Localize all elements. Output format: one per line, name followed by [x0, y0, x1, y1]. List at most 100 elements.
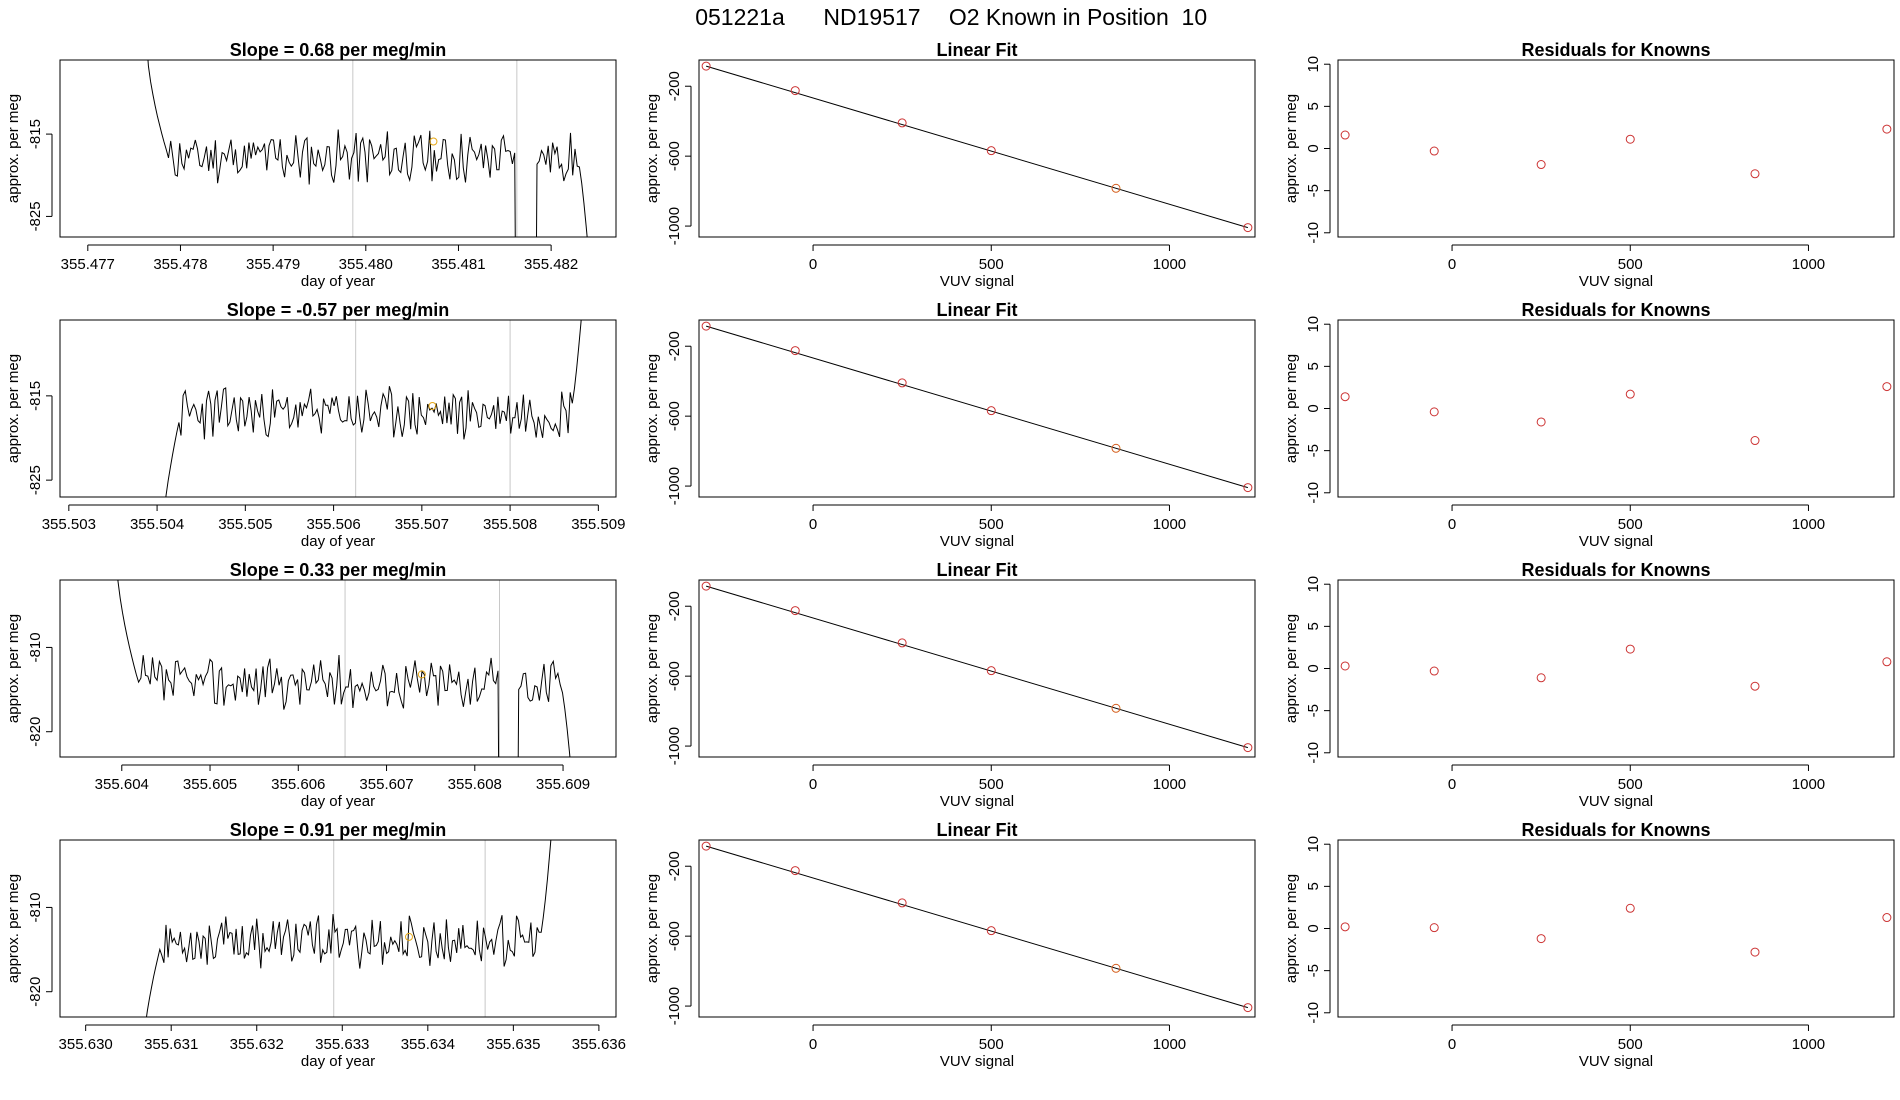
row1-res-x-tick-label: 1000	[1792, 256, 1825, 273]
row4-res-x-tick-label: 1000	[1792, 1036, 1825, 1053]
row4-fit-y-tick-label: -600	[666, 921, 683, 951]
row4-fit-x-tick-label: 1000	[1153, 1036, 1186, 1053]
row2-ts-y-tick-label: -825	[27, 465, 44, 495]
row2-residual-point	[1882, 382, 1892, 392]
row4-linear-fit-frame	[698, 839, 1256, 1018]
row3-time-series-panel: Slope = 0.33 per meg/min 355.604 355.605 35…	[5, 560, 617, 810]
row4-ts-x-tick-label: 355.634	[401, 1036, 455, 1053]
row3-group: Slope = 0.33 per meg/min 355.604 355.605 35…	[5, 560, 1895, 810]
row1-residuals-panel: Residuals for Knowns 0 500 1000 -10 -5 0 5 10 VUV…	[1283, 40, 1895, 290]
row1-ts-x-tick-label: 355.480	[339, 256, 393, 273]
row1-ts-y-tick-label: -815	[27, 119, 44, 149]
row1-highlight-point	[429, 137, 438, 146]
row2-fit-xlabel: VUV signal	[940, 533, 1014, 550]
row4-fit-point	[790, 866, 800, 876]
panels-grid: Slope = 0.68 per meg/min 355.477 355.478 35…	[5, 40, 1895, 1070]
row4-time-series-panel: Slope = 0.91 per meg/min 355.630 355.631 35…	[5, 820, 626, 1070]
row4-res-y-tick-label: -5	[1305, 964, 1322, 977]
row4-time-series-line	[145, 840, 552, 1017]
row1-ts-xlabel: day of year	[301, 273, 375, 290]
row2-fit-point	[986, 406, 996, 416]
row4-linear-fit-title: Linear Fit	[936, 820, 1017, 840]
row4-residual-point	[1882, 913, 1892, 923]
row2-res-y-tick-label: -5	[1305, 444, 1322, 457]
row1-fit-y-tick-label: -600	[666, 141, 683, 171]
row4-fit-ylabel: approx. per meg	[644, 874, 661, 983]
row4-ts-x-tick-label: 355.636	[572, 1036, 626, 1053]
row4-linear-fit-panel: Linear Fit 0 500 1000 -200 -600 -1000 VUV signa…	[644, 820, 1256, 1070]
row2-residual-point	[1625, 389, 1635, 399]
row3-residual-point	[1882, 657, 1892, 667]
row3-res-y-tick-label: 5	[1305, 622, 1322, 630]
row4-fit-point	[1243, 1003, 1253, 1013]
row3-ts-x-tick-label: 355.608	[448, 776, 502, 793]
row2-fit-x-tick-label: 1000	[1153, 516, 1186, 533]
row2-residual-point	[1429, 407, 1439, 417]
row3-res-x-tick-label: 500	[1618, 776, 1643, 793]
row3-ts-ylabel: approx. per meg	[5, 614, 22, 723]
row3-fit-point	[1243, 743, 1253, 753]
row4-fit-point	[701, 841, 711, 851]
row1-ts-y-tick-label: -825	[27, 201, 44, 231]
row2-fit-point	[701, 321, 711, 331]
row1-fit-line	[705, 65, 1249, 229]
row4-fit-xlabel: VUV signal	[940, 1053, 1014, 1070]
row2-slope-title: Slope = -0.57 per meg/min	[227, 300, 450, 320]
row1-residual-point	[1536, 160, 1546, 170]
row4-ts-y-tick-label: -810	[27, 892, 44, 922]
row3-fit-y-tick-label: -200	[666, 591, 683, 621]
row1-fit-x-tick-label: 0	[809, 256, 817, 273]
row2-res-y-tick-label: 0	[1305, 404, 1322, 412]
row3-fit-point	[986, 666, 996, 676]
row1-fit-point	[701, 61, 711, 71]
row4-ts-x-tick-label: 355.633	[315, 1036, 369, 1053]
row4-fit-x-tick-label: 500	[979, 1036, 1004, 1053]
row1-residuals-frame	[1337, 59, 1895, 238]
row3-residuals-frame	[1337, 579, 1895, 758]
row4-ts-x-tick-label: 355.630	[59, 1036, 113, 1053]
row1-ts-ylabel: approx. per meg	[5, 94, 22, 203]
row4-res-y-tick-label: 10	[1305, 836, 1322, 853]
row2-res-xlabel: VUV signal	[1579, 533, 1653, 550]
row1-fit-ylabel: approx. per meg	[644, 94, 661, 203]
row3-fit-xlabel: VUV signal	[940, 793, 1014, 810]
row2-fit-ylabel: approx. per meg	[644, 354, 661, 463]
row4-fit-point	[986, 926, 996, 936]
row3-fit-y-tick-label: -1000	[666, 727, 683, 765]
row4-res-ylabel: approx. per meg	[1283, 874, 1300, 983]
row1-residual-point	[1340, 130, 1350, 140]
row3-ts-y-tick-label: -820	[27, 717, 44, 747]
row4-res-y-tick-label: -10	[1305, 1002, 1322, 1024]
row2-fit-x-tick-label: 500	[979, 516, 1004, 533]
row2-linear-fit-title: Linear Fit	[936, 300, 1017, 320]
row4-res-x-tick-label: 0	[1448, 1036, 1456, 1053]
row1-ts-x-tick-label: 355.482	[524, 256, 578, 273]
row4-res-x-tick-label: 500	[1618, 1036, 1643, 1053]
row2-res-ylabel: approx. per meg	[1283, 354, 1300, 463]
row1-fit-point	[986, 146, 996, 156]
row3-res-x-tick-label: 1000	[1792, 776, 1825, 793]
row1-fit-x-tick-label: 500	[979, 256, 1004, 273]
row3-res-ylabel: approx. per meg	[1283, 614, 1300, 723]
row2-fit-y-tick-label: -600	[666, 401, 683, 431]
row3-ts-x-tick-label: 355.609	[536, 776, 590, 793]
row4-time-series-frame	[59, 839, 617, 1018]
row4-group: Slope = 0.91 per meg/min 355.630 355.631 35…	[5, 820, 1895, 1070]
row1-ts-x-tick-label: 355.479	[246, 256, 300, 273]
row1-ts-x-tick-label: 355.478	[153, 256, 207, 273]
row4-res-xlabel: VUV signal	[1579, 1053, 1653, 1070]
row3-fit-point	[701, 581, 711, 591]
row1-ts-x-tick-label: 355.477	[61, 256, 115, 273]
row2-res-y-tick-label: 10	[1305, 316, 1322, 333]
row4-ts-y-tick-label: -820	[27, 977, 44, 1007]
row2-linear-fit-panel: Linear Fit 0 500 1000 -200 -600 -1000 VUV signa…	[644, 300, 1256, 550]
row1-fit-point	[897, 118, 907, 128]
row2-res-x-tick-label: 0	[1448, 516, 1456, 533]
row3-ts-xlabel: day of year	[301, 793, 375, 810]
row3-res-xlabel: VUV signal	[1579, 793, 1653, 810]
row1-res-y-tick-label: 0	[1305, 144, 1322, 152]
row2-time-series-line	[165, 320, 582, 497]
row2-ts-ylabel: approx. per meg	[5, 354, 22, 463]
row3-linear-fit-panel: Linear Fit 0 500 1000 -200 -600 -1000 VUV signa…	[644, 560, 1256, 810]
